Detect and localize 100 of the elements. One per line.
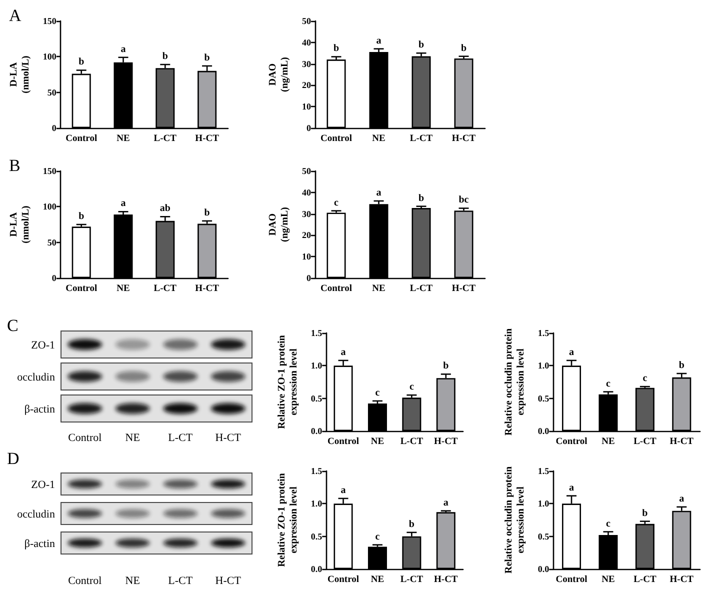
x-tick-label: L-CT [634,437,657,447]
x-tick-label: Control [556,437,588,447]
x-tick-label: L-CT [634,575,657,585]
x-tick-label: L-CT [410,134,434,144]
x-tick-label: NE [372,284,386,294]
category-label: occludin [17,508,55,520]
chart-title: B [9,156,20,175]
x-tick-label: NE [602,575,615,585]
y-tick-label: 1.0 [538,498,550,509]
x-tick-label: NE [370,437,384,447]
y-tick-label: 50 [47,237,57,248]
y-axis-title: Relative occludin protein expression level [504,466,526,574]
annotation: b [204,52,210,64]
y-tick-label: 0 [52,273,57,283]
category-label: β-actin [24,404,55,416]
category-label: ZO-1 [31,340,55,352]
text: C [7,316,18,335]
y-axis-title: DAO (ng/mL) [268,57,291,92]
annotation: ab [160,203,171,214]
y-tick-label: 10 [302,102,312,112]
y-tick-label: 40 [302,37,312,48]
y-tick-label: 100 [42,202,57,212]
y-tick-label: 0.5 [310,393,323,404]
y-tick-label: 0.0 [310,426,323,436]
x-tick-label: Control [320,284,352,294]
annotation: b [204,207,210,218]
y-tick-label: 1.5 [310,328,323,338]
annotation: b [162,51,168,62]
category-label: ZO-1 [31,479,55,491]
y-tick-label: 20 [302,230,312,240]
annotation: b [642,508,648,519]
x-tick-label: L-CT [410,284,434,294]
x-tick-label: H-CT [452,134,476,144]
y-tick-label: 30 [302,208,312,219]
annotation: b [333,43,340,54]
annotation: b [78,56,85,68]
annotation: a [376,35,382,46]
x-tick-label: NE [602,437,615,447]
y-tick-label: 1.5 [310,466,323,476]
annotation: bc [458,194,470,206]
y-tick-label: 150 [42,166,57,176]
y-tick-label: 1.5 [538,328,550,338]
y-tick-label: 40 [302,187,312,198]
y-tick-label: 0.5 [310,531,323,542]
y-axis-title: D-LA (nmol/L) [8,206,32,244]
annotation: c [334,197,340,208]
y-tick-label: 0.0 [310,564,323,574]
y-axis-title: D-LA (nmol/L) [8,56,32,94]
x-tick-label: H-CT [434,437,458,447]
x-tick-label: H-CT [452,284,476,294]
annotation: c [606,378,611,390]
annotation: b [408,518,415,530]
x-tick-label: Control [328,437,360,447]
annotation: a [679,493,684,504]
annotation: b [418,40,424,51]
chart-title: A [9,6,22,25]
annotation: c [375,387,380,398]
y-axis-title: Relative occludin protein expression level [504,328,526,436]
annotation: b [78,211,85,222]
annotation: b [460,42,467,54]
x-tick-label: L-CT [400,437,424,447]
x-tick-label: L-CT [400,575,424,585]
annotation: a [376,187,382,198]
annotation: c [375,531,380,542]
x-tick-label: NE [116,134,130,144]
category-label: occludin [17,372,55,384]
annotation: a [120,44,126,55]
y-tick-label: 0.0 [538,564,550,574]
annotation: a [569,346,574,358]
annotation: b [678,360,685,372]
category-label: β-actin [24,538,55,550]
annotation: b [443,360,450,372]
y-tick-label: 0 [52,123,57,133]
x-tick-label: L-CT [154,284,178,294]
x-tick-label: H-CT [670,575,694,585]
y-tick-label: 0 [306,123,312,133]
x-tick-label: H-CT [195,284,220,294]
x-tick-label: Control [328,575,360,585]
x-tick-label: L-CT [154,134,178,144]
annotation: a [120,198,126,210]
y-axis-title: DAO (ng/mL) [268,207,291,242]
annotation: a [443,497,448,508]
y-tick-label: 0 [306,273,312,283]
annotation: c [409,382,414,393]
x-tick-label: H-CT [434,575,458,585]
y-tick-label: 150 [42,16,57,26]
x-tick-label: H-CT [670,437,694,447]
y-tick-label: 30 [302,58,312,69]
y-tick-label: 0.5 [538,531,550,542]
y-tick-label: 1.5 [538,466,550,476]
y-axis-title: Relative ZO-1 protein expression level [276,472,300,567]
y-tick-label: 1.0 [538,360,550,371]
annotation: b [418,192,424,204]
annotation: c [606,518,611,530]
y-tick-label: 50 [302,166,312,176]
y-tick-label: 10 [302,252,312,262]
y-tick-label: 1.0 [310,360,323,371]
y-tick-label: 1.0 [310,498,323,509]
x-tick-label: NE [370,575,384,585]
annotation: a [340,484,346,496]
